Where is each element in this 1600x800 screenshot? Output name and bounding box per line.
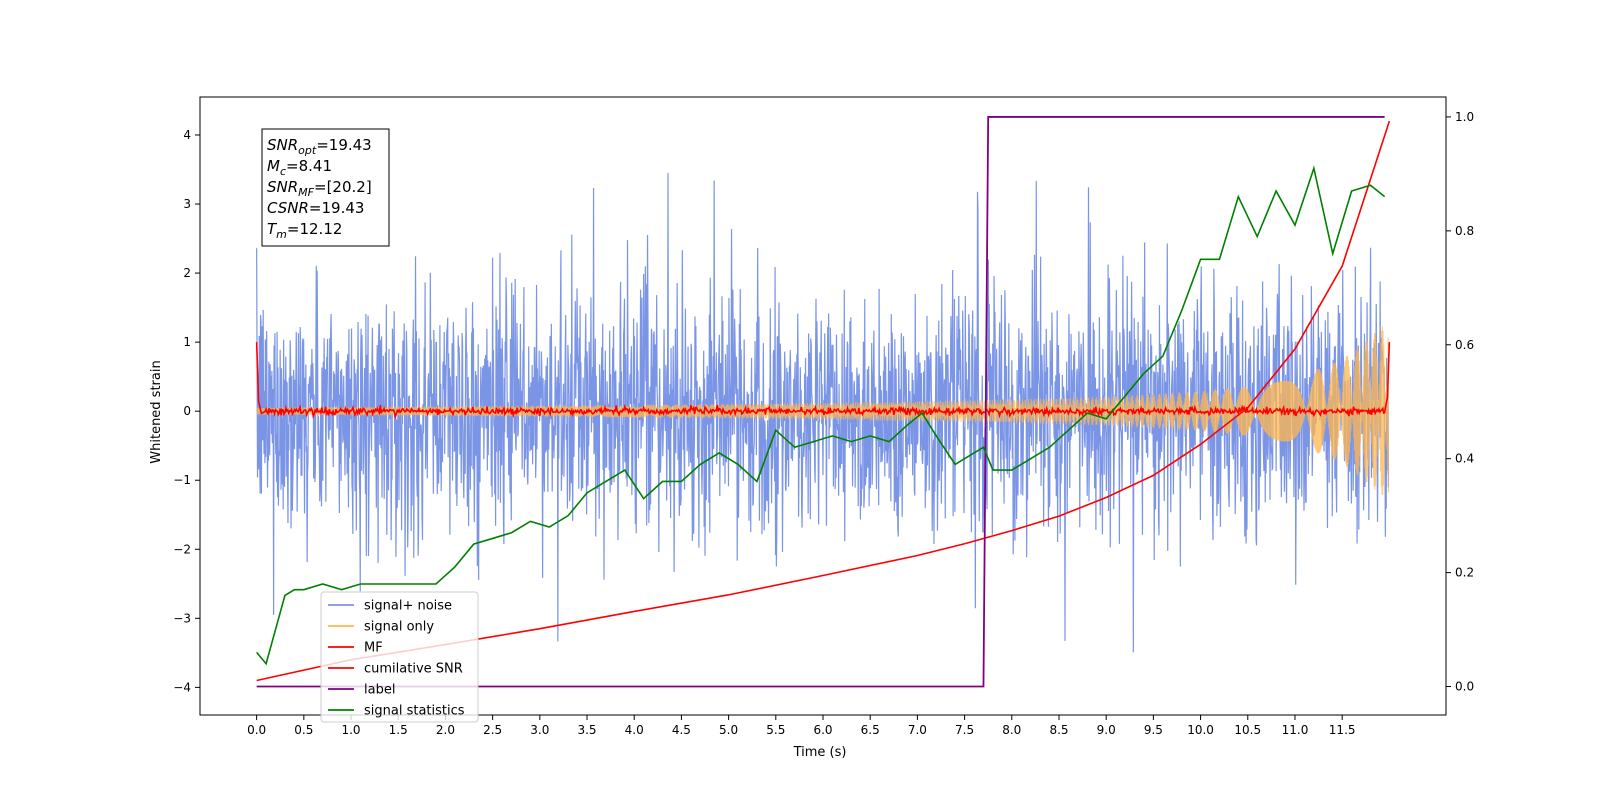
annotation-line: Tm=12.12	[267, 220, 342, 241]
annotation-line: SNRMF=[20.2]	[267, 178, 372, 199]
x-tick-label: 4.0	[625, 723, 644, 737]
legend: signal+ noise signal only MF cumilative SNR…	[320, 591, 479, 723]
x-tick-label: 9.5	[1144, 723, 1163, 737]
x-tick-label: 11.5	[1329, 723, 1356, 737]
x-tick-label: 6.5	[861, 723, 880, 737]
x-tick-label: 0.5	[294, 723, 313, 737]
y-axis-label: Whitened strain	[149, 360, 164, 463]
y2-tick-label: 0.6	[1455, 338, 1474, 352]
x-tick-label: 0.0	[247, 723, 266, 737]
legend-label: MF	[364, 641, 383, 656]
legend-label: label	[364, 683, 395, 698]
x-tick-label: 6.0	[813, 723, 832, 737]
x-tick-label: 4.5	[672, 723, 691, 737]
x-tick-label: 11.0	[1282, 723, 1309, 737]
annotation-line: CSNR=19.43	[267, 199, 364, 217]
x-tick-label: 3.5	[577, 723, 596, 737]
x-tick-label: 9.0	[1097, 723, 1116, 737]
annotation-line: SNRopt=19.43	[267, 136, 372, 157]
legend-label: signal statistics	[364, 704, 465, 719]
y2-tick-label: 1.0	[1455, 110, 1474, 124]
x-axis-label: Time (s)	[793, 745, 847, 760]
x-tick-label: 7.0	[908, 723, 927, 737]
axes: 0.0 0.5 1.0 1.5 2.0 2.5 3.0 3.5 4.0 4.5 5.0 5.5 6.0 6…	[173, 96, 1474, 737]
x-tick-label: 8.0	[1002, 723, 1021, 737]
x-tick-label: 10.5	[1234, 723, 1261, 737]
legend-label: cumilative SNR	[364, 662, 463, 677]
x-tick-label: 5.0	[719, 723, 738, 737]
y2-tick-label: 0.8	[1455, 224, 1474, 238]
y-tick-label: −1	[173, 473, 191, 487]
y2-tick-label: 0.0	[1455, 680, 1474, 694]
x-tick-label: 2.5	[483, 723, 502, 737]
legend-label: signal only	[364, 620, 434, 635]
x-tick-label: 1.0	[341, 723, 360, 737]
y-tick-label: 1	[183, 335, 191, 349]
y-tick-label: −2	[173, 542, 191, 556]
y-tick-label: −3	[173, 611, 191, 625]
y-tick-label: 2	[183, 266, 191, 280]
y2-tick-label: 0.4	[1455, 452, 1474, 466]
x-tick-label: 3.0	[530, 723, 549, 737]
y-tick-label: −4	[173, 680, 191, 694]
y-tick-label: 4	[183, 128, 191, 142]
annotation-frame	[261, 128, 390, 247]
y-tick-label: 0	[183, 404, 191, 418]
x-tick-label: 1.5	[389, 723, 408, 737]
x-tick-label: 10.0	[1187, 723, 1214, 737]
x-tick-label: 7.5	[955, 723, 974, 737]
y2-tick-label: 0.2	[1455, 566, 1474, 580]
y-tick-label: 3	[183, 197, 191, 211]
signal-statistics-line	[256, 165, 1386, 666]
annotation-box: SNRopt=19.43Mc=8.41SNRMF=[20.2]CSNR=19.4…	[261, 128, 390, 247]
legend-frame	[320, 591, 479, 723]
x-tick-label: 5.5	[766, 723, 785, 737]
x-tick-label: 2.0	[436, 723, 455, 737]
mf-line	[255, 342, 1391, 420]
annotation-line: Mc=8.41	[267, 157, 332, 178]
label-line	[256, 116, 1385, 688]
x-tick-label: 8.5	[1049, 723, 1068, 737]
legend-label: signal+ noise	[364, 599, 452, 614]
